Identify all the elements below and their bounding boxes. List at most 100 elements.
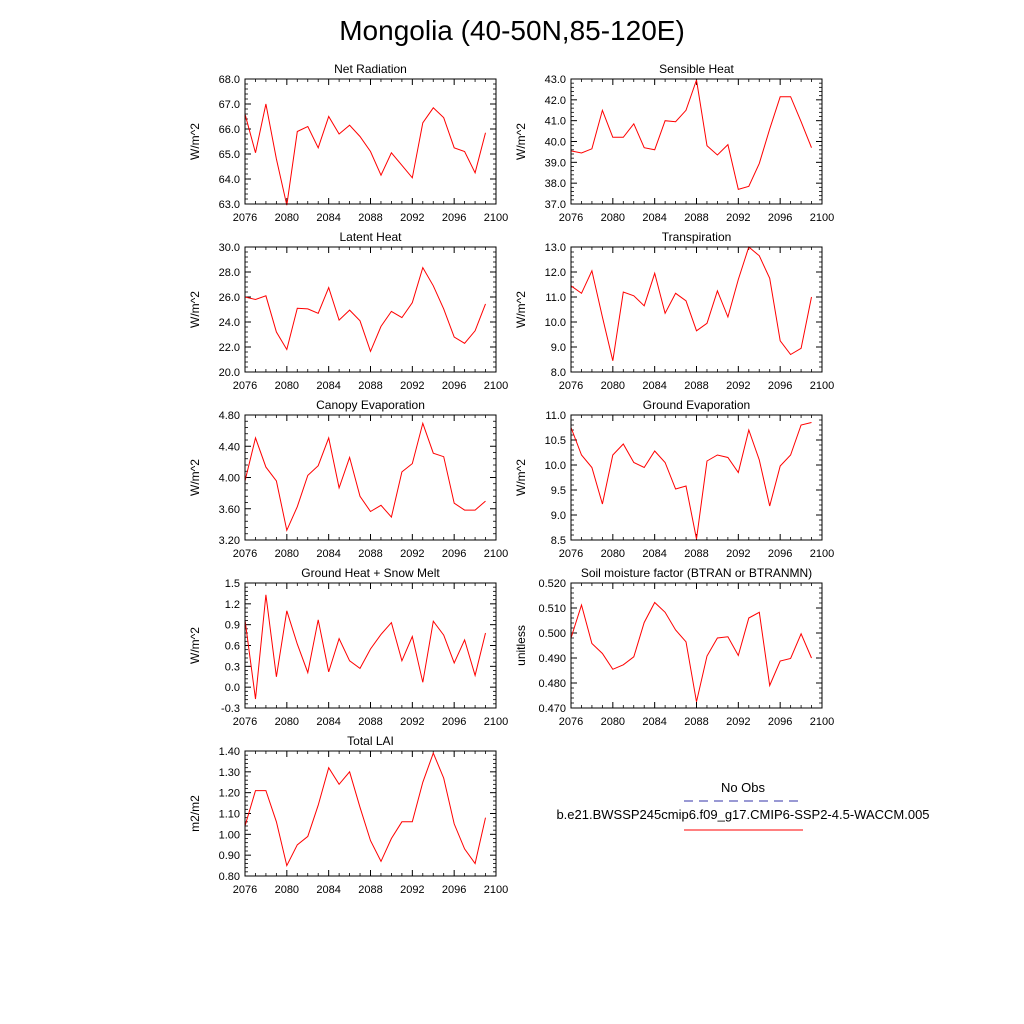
y-tick-label: 24.0 (219, 317, 240, 329)
chart-title: Sensible Heat (659, 62, 734, 76)
chart-title: Ground Heat + Snow Melt (301, 566, 440, 580)
y-tick-label: 65.0 (219, 149, 240, 161)
main-title: Mongolia (40-50N,85-120E) (339, 15, 685, 46)
x-tick-label: 2076 (233, 212, 257, 224)
x-tick-label: 2088 (358, 884, 382, 896)
x-tick-label: 2096 (768, 212, 792, 224)
y-tick-label: 0.500 (538, 628, 566, 640)
x-tick-label: 2096 (442, 380, 466, 392)
x-tick-label: 2096 (442, 716, 466, 728)
plot-frame (570, 582, 823, 709)
chart-title: Transpiration (662, 230, 732, 244)
y-axis-label: m2/m2 (188, 795, 202, 832)
y-tick-label: 10.0 (545, 317, 566, 329)
x-tick-label: 2096 (442, 212, 466, 224)
chart-title: Total LAI (347, 734, 394, 748)
y-tick-label: 4.00 (219, 473, 240, 485)
y-axis-label: W/m^2 (188, 123, 202, 160)
panels: Net Radiation W/m^2 2076 2080 2084 2088 2092 20… (188, 62, 834, 896)
y-tick-label: 67.0 (219, 99, 240, 111)
chart-title: Net Radiation (334, 62, 407, 76)
y-tick-label: 8.0 (551, 367, 566, 379)
x-tick-label: 2080 (601, 380, 625, 392)
chart-panel-1: Net Radiation W/m^2 2076 2080 2084 2088 2092 20… (188, 62, 508, 224)
y-tick-label: 0.490 (538, 653, 566, 665)
x-tick-label: 2088 (358, 380, 382, 392)
chart-panel-2: Sensible Heat W/m^2 2076 2080 2084 2088 2092 20… (514, 62, 834, 224)
y-tick-label: 4.40 (219, 441, 240, 453)
series-line (244, 266, 486, 353)
x-tick-label: 2084 (642, 380, 666, 392)
x-tick-label: 2076 (559, 380, 583, 392)
x-tick-label: 2080 (601, 548, 625, 560)
y-tick-label: 37.0 (545, 199, 566, 211)
y-tick-label: 43.0 (545, 74, 566, 86)
x-tick-label: 2088 (358, 716, 382, 728)
y-tick-label: 1.5 (225, 578, 240, 590)
x-tick-label: 2100 (810, 548, 834, 560)
series-line (244, 103, 486, 206)
y-tick-label: 0.9 (225, 620, 240, 632)
y-tick-label: 0.0 (225, 682, 240, 694)
chart-title: Canopy Evaporation (316, 398, 425, 412)
x-tick-label: 2080 (275, 884, 299, 896)
y-tick-label: 42.0 (545, 95, 566, 107)
y-axis-label: W/m^2 (188, 459, 202, 496)
x-tick-label: 2084 (642, 212, 666, 224)
y-tick-label: 22.0 (219, 342, 240, 354)
y-tick-label: 3.60 (219, 504, 240, 516)
x-tick-label: 2076 (233, 884, 257, 896)
x-tick-label: 2076 (559, 548, 583, 560)
x-tick-label: 2092 (400, 548, 424, 560)
series-line (244, 594, 486, 700)
x-tick-label: 2100 (810, 380, 834, 392)
y-tick-label: 66.0 (219, 124, 240, 136)
plot-frame (244, 582, 497, 709)
y-tick-label: 0.520 (538, 578, 566, 590)
x-tick-label: 2076 (233, 548, 257, 560)
y-tick-label: 1.2 (225, 599, 240, 611)
series-line (244, 421, 486, 532)
y-tick-label: 1.20 (219, 788, 240, 800)
y-tick-label: 39.0 (545, 157, 566, 169)
plot-frame (244, 414, 497, 541)
y-tick-label: 63.0 (219, 199, 240, 211)
y-tick-label: 1.40 (219, 746, 240, 758)
x-tick-label: 2092 (726, 716, 750, 728)
chart-title: Latent Heat (339, 230, 402, 244)
chart-panel-4: Transpiration W/m^2 2076 2080 2084 2088 2092 20… (514, 230, 834, 392)
x-tick-label: 2100 (810, 212, 834, 224)
x-tick-label: 2088 (358, 212, 382, 224)
series-line (570, 246, 812, 361)
x-tick-label: 2084 (642, 716, 666, 728)
plot-frame (570, 414, 823, 541)
x-tick-label: 2100 (484, 548, 508, 560)
plot-frame (244, 246, 497, 373)
x-tick-label: 2088 (684, 548, 708, 560)
x-tick-label: 2076 (233, 380, 257, 392)
y-axis-label: W/m^2 (188, 291, 202, 328)
y-tick-label: 20.0 (219, 367, 240, 379)
y-axis-label: W/m^2 (188, 627, 202, 664)
x-tick-label: 2092 (726, 380, 750, 392)
series-line (570, 601, 812, 702)
x-tick-label: 2096 (442, 884, 466, 896)
y-tick-label: 1.10 (219, 809, 240, 821)
x-tick-label: 2092 (400, 380, 424, 392)
x-tick-label: 2096 (768, 380, 792, 392)
x-tick-label: 2076 (559, 716, 583, 728)
x-tick-label: 2084 (316, 716, 340, 728)
y-tick-label: 0.80 (219, 871, 240, 883)
y-tick-label: 3.20 (219, 535, 240, 547)
x-tick-label: 2088 (684, 212, 708, 224)
x-tick-label: 2080 (275, 212, 299, 224)
x-tick-label: 2080 (601, 716, 625, 728)
x-tick-label: 2080 (275, 548, 299, 560)
x-tick-label: 2096 (442, 548, 466, 560)
legend-obs-label: No Obs (721, 780, 766, 795)
y-tick-label: 0.470 (538, 703, 566, 715)
y-tick-label: 64.0 (219, 174, 240, 186)
chart-panel-3: Latent Heat W/m^2 2076 2080 2084 2088 2092 2096… (188, 230, 508, 392)
legend: No Obs b.e21.BWSSP245cmip6.f09_g17.CMIP6… (556, 780, 930, 831)
x-tick-label: 2080 (601, 212, 625, 224)
